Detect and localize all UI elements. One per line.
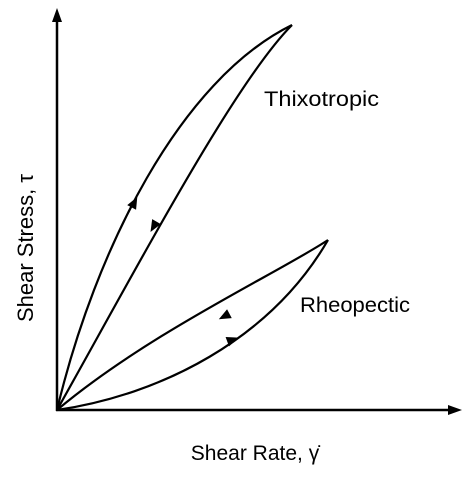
thixotropic-down-curve (56, 24, 293, 411)
thixotropic-up-curve (55, 24, 293, 411)
x-axis-arrow (448, 405, 462, 415)
arrow-left (218, 309, 232, 320)
arrow-down (150, 219, 161, 233)
y-axis-label: Shear Stress, τ (13, 174, 38, 322)
x-axis-label: Shear Rate, γ̇ (191, 442, 320, 465)
rheopectic-up-curve (56, 239, 329, 412)
arrow-up (127, 196, 138, 210)
thixotropic-label: Thixotropic (264, 88, 379, 111)
rheopectic-down-curve (56, 239, 329, 411)
arrow-right (225, 337, 239, 347)
y-axis-arrow (52, 8, 62, 22)
rheopectic-label: Rheopectic (300, 294, 410, 317)
